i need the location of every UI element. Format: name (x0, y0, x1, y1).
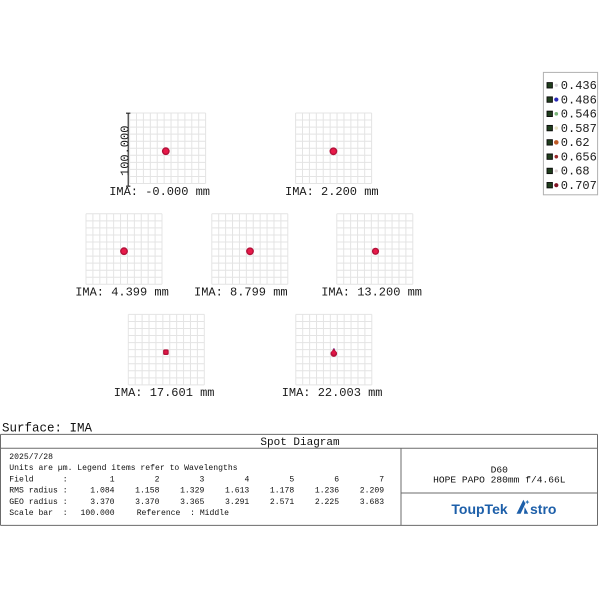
svg-text:D60: D60 (491, 465, 509, 476)
svg-text:IMA: 13.200 mm: IMA: 13.200 mm (321, 285, 422, 299)
svg-text:IMA: -0.000 mm: IMA: -0.000 mm (109, 185, 210, 199)
svg-text:RMS radius :: RMS radius : (9, 487, 67, 496)
svg-text:100.000: 100.000 (118, 126, 132, 176)
svg-text:0.546: 0.546 (561, 108, 597, 122)
svg-text:1.178: 1.178 (270, 487, 294, 496)
svg-text:2.209: 2.209 (360, 487, 384, 496)
svg-text:HOPE PAPO 280mm f/4.66L: HOPE PAPO 280mm f/4.66L (433, 475, 566, 486)
svg-text:IMA: 17.601 mm: IMA: 17.601 mm (114, 386, 215, 400)
svg-text:2.571: 2.571 (270, 498, 294, 507)
svg-text:2.225: 2.225 (315, 498, 339, 507)
svg-text:Reference : Middle: Reference : Middle (137, 509, 229, 518)
svg-text:stro: stro (530, 501, 556, 517)
svg-text:0.486: 0.486 (561, 93, 597, 107)
svg-text:Scale bar :: Scale bar : (9, 509, 67, 518)
svg-text:IMA: 22.003 mm: IMA: 22.003 mm (282, 386, 383, 400)
svg-text:Field :: Field : (9, 475, 67, 484)
svg-text:4: 4 (244, 475, 249, 484)
svg-text:5: 5 (289, 475, 294, 484)
svg-text:IMA: 2.200 mm: IMA: 2.200 mm (285, 185, 379, 199)
svg-text:IMA: 4.399 mm: IMA: 4.399 mm (75, 285, 169, 299)
svg-text:ToupTek: ToupTek (451, 501, 507, 517)
svg-text:1.084: 1.084 (90, 487, 114, 496)
svg-text:3.683: 3.683 (360, 498, 384, 507)
svg-text:100.000: 100.000 (81, 509, 115, 518)
svg-text:1.613: 1.613 (225, 487, 249, 496)
svg-text:0.62: 0.62 (561, 136, 590, 150)
svg-text:IMA: 8.799 mm: IMA: 8.799 mm (194, 285, 288, 299)
svg-text:6: 6 (334, 475, 339, 484)
svg-text:1: 1 (110, 475, 115, 484)
svg-text:Spot Diagram: Spot Diagram (260, 437, 340, 449)
svg-text:0.587: 0.587 (561, 122, 597, 136)
svg-text:0.656: 0.656 (561, 150, 597, 164)
svg-text:7: 7 (379, 475, 384, 484)
svg-text:GEO radius :: GEO radius : (9, 498, 67, 507)
svg-text:3.370: 3.370 (135, 498, 159, 507)
svg-text:3.365: 3.365 (180, 498, 204, 507)
svg-text:2025/7/28: 2025/7/28 (9, 453, 53, 462)
svg-text:1.329: 1.329 (180, 487, 204, 496)
svg-text:1.158: 1.158 (135, 487, 159, 496)
svg-text:Units are µm. Legend items ref: Units are µm. Legend items refer to Wave… (9, 464, 237, 473)
svg-text:0.436: 0.436 (561, 79, 597, 93)
svg-text:3.370: 3.370 (90, 498, 114, 507)
svg-text:0.68: 0.68 (561, 165, 590, 179)
svg-text:3.291: 3.291 (225, 498, 249, 507)
svg-text:1.236: 1.236 (315, 487, 339, 496)
svg-text:3: 3 (200, 475, 205, 484)
svg-text:2: 2 (155, 475, 160, 484)
svg-text:Surface: IMA: Surface: IMA (2, 422, 93, 436)
svg-text:0.707: 0.707 (561, 179, 597, 193)
